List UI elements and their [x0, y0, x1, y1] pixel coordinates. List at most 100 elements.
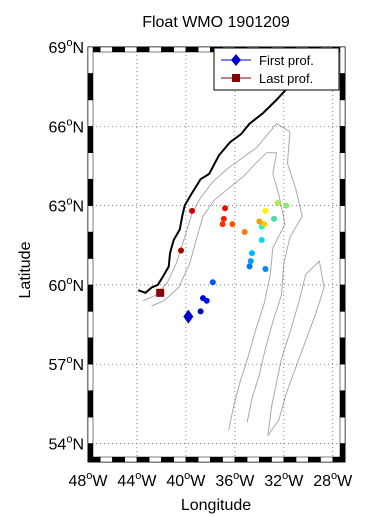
- y-tick-label: 66oN: [49, 116, 84, 136]
- frame-segment: [87, 258, 94, 286]
- frame-segment: [161, 456, 174, 463]
- frame-segment: [99, 456, 113, 463]
- frame-segment: [148, 456, 162, 463]
- frame-segment: [320, 456, 334, 463]
- frame-segment: [339, 311, 346, 339]
- profile-point: [248, 250, 255, 257]
- profile-point: [241, 229, 248, 236]
- profile-points: [156, 199, 290, 324]
- frame-segment: [185, 456, 199, 463]
- legend-item-last-profile: Last prof.: [221, 71, 313, 86]
- frame-segment: [339, 205, 346, 233]
- legend-first-diamond: [231, 54, 241, 66]
- bathymetry-contour-0: [142, 123, 303, 423]
- frame-segment: [197, 456, 211, 463]
- profile-point: [246, 263, 253, 270]
- x-tick-label: 44oW: [117, 470, 157, 490]
- bathymetry-contours: [142, 123, 325, 436]
- frame-segment: [87, 126, 94, 153]
- profile-point: [271, 215, 278, 222]
- profile-point: [222, 205, 229, 212]
- frame-segment: [339, 284, 346, 312]
- frame-segment: [197, 46, 211, 53]
- y-tick-label: 63oN: [49, 196, 84, 216]
- frame-segment: [308, 456, 321, 463]
- profile-point: [274, 199, 281, 206]
- frame-segment: [136, 456, 150, 463]
- x-tick-labels: 48oW 44oW 40oW 36oW 32oW 28oW: [68, 470, 353, 490]
- frame-segment: [87, 416, 94, 444]
- frame-segment: [112, 456, 125, 463]
- frame-segment: [271, 456, 285, 463]
- frame-segment: [124, 456, 138, 463]
- x-tick-label: 28oW: [313, 470, 353, 490]
- frame-segment: [339, 416, 346, 444]
- frame-segment: [124, 46, 138, 53]
- frame-segment: [112, 46, 125, 53]
- frame-segment: [259, 456, 272, 463]
- frame-segment: [339, 46, 346, 74]
- profile-point: [229, 221, 236, 228]
- frame-segment: [339, 73, 346, 101]
- profile-point: [258, 236, 265, 243]
- profile-point: [256, 218, 263, 225]
- bathymetry-contour-2: [267, 260, 325, 436]
- frame-segment: [87, 337, 94, 365]
- frame-segment: [87, 178, 94, 206]
- frame-segment: [210, 456, 223, 463]
- profile-point: [209, 279, 216, 286]
- frame-segment: [87, 205, 94, 233]
- profile-point: [197, 308, 204, 315]
- map-plot-area: 48oW 44oW 40oW 36oW 32oW 28oW 54oN 57oN 60oN 63o…: [49, 37, 354, 490]
- legend-first-label: First prof.: [259, 53, 314, 68]
- frame-segment: [87, 284, 94, 312]
- profile-point: [262, 207, 269, 214]
- y-tick-label: 54oN: [49, 433, 84, 453]
- frame-segment: [339, 178, 346, 206]
- legend-item-first-profile: First prof.: [221, 53, 314, 68]
- x-tick-label: 32oW: [264, 470, 304, 490]
- frame-segment: [339, 363, 346, 391]
- frame-segment: [87, 311, 94, 339]
- frame-segment: [173, 46, 187, 53]
- frame-segment: [173, 456, 187, 463]
- frame-segment: [185, 46, 199, 53]
- profile-point: [283, 202, 290, 209]
- map-title: Float WMO 1901209: [142, 14, 290, 31]
- y-tick-label: 69oN: [49, 37, 84, 57]
- frame-segment: [148, 46, 162, 53]
- profile-point: [220, 215, 227, 222]
- frame-segment: [283, 456, 297, 463]
- frame-segment: [339, 126, 346, 153]
- frame-segment: [87, 99, 94, 127]
- profile-point: [178, 247, 185, 254]
- profile-point: [262, 266, 269, 273]
- frame-segment: [161, 46, 174, 53]
- frame-segment: [87, 231, 94, 259]
- frame-segment: [99, 46, 113, 53]
- frame-segment: [87, 390, 94, 418]
- frame-segment: [339, 231, 346, 259]
- y-tick-labels: 54oN 57oN 60oN 63oN 66oN 69oN: [49, 37, 84, 453]
- frame-segment: [234, 456, 248, 463]
- frame-segment: [87, 46, 94, 74]
- legend-last-square: [232, 74, 240, 82]
- profile-point: [247, 258, 254, 265]
- frame-segment: [339, 443, 346, 463]
- first-profile-marker: [183, 309, 194, 324]
- frame-segment: [339, 337, 346, 365]
- y-axis-label: Latitude: [17, 241, 34, 298]
- profile-point: [203, 297, 210, 304]
- frame-segment: [222, 456, 236, 463]
- y-tick-label: 60oN: [49, 275, 84, 295]
- x-tick-label: 48oW: [68, 470, 108, 490]
- legend-last-label: Last prof.: [259, 71, 313, 86]
- frame-segment: [87, 152, 94, 180]
- profile-point: [189, 207, 196, 214]
- frame-segment: [87, 73, 94, 101]
- profile-point: [261, 221, 268, 228]
- profile-point: [219, 221, 226, 228]
- frame-segment: [246, 456, 260, 463]
- x-axis-label: Longitude: [181, 497, 251, 514]
